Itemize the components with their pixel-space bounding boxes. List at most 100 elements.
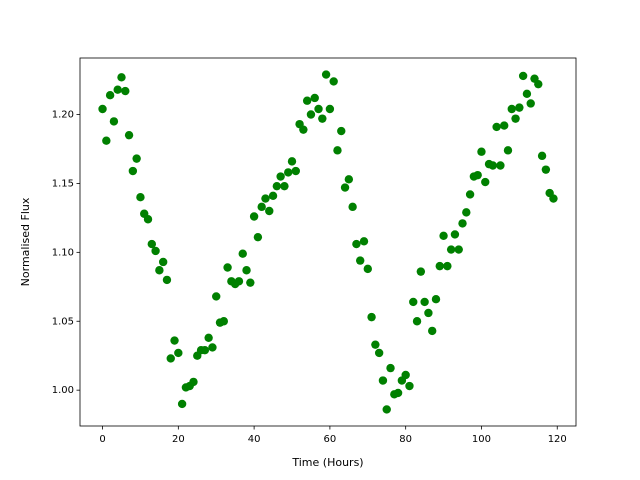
point <box>537 151 547 161</box>
point <box>499 121 509 130</box>
point <box>265 206 274 216</box>
point <box>318 114 327 123</box>
point <box>424 308 433 318</box>
point <box>174 348 183 358</box>
point <box>374 348 384 358</box>
y-tick-label: 1.05 <box>52 316 74 327</box>
point <box>382 405 391 414</box>
point <box>401 370 410 380</box>
point <box>299 125 308 134</box>
point <box>393 388 403 398</box>
point <box>272 181 282 191</box>
point <box>462 208 471 217</box>
point <box>98 104 107 114</box>
point <box>518 71 528 81</box>
point <box>325 104 335 114</box>
point <box>454 245 463 254</box>
point <box>257 202 266 212</box>
point <box>405 381 414 391</box>
point <box>268 191 278 201</box>
point <box>492 122 501 132</box>
point <box>189 377 198 387</box>
y-tick-label: 1.00 <box>52 385 74 396</box>
point <box>431 294 441 304</box>
point <box>511 114 520 123</box>
point <box>481 177 490 187</box>
point <box>105 91 115 100</box>
point <box>409 297 418 307</box>
point <box>284 168 293 177</box>
point <box>386 363 395 373</box>
point <box>522 89 532 99</box>
point <box>367 312 376 322</box>
point <box>348 202 357 212</box>
point <box>534 79 543 89</box>
x-tick-label: 40 <box>248 434 261 445</box>
point <box>147 239 157 249</box>
point <box>329 77 338 86</box>
point <box>287 157 297 166</box>
point <box>128 166 138 176</box>
point <box>541 165 551 174</box>
point <box>503 146 513 155</box>
point <box>234 277 244 286</box>
point <box>344 175 354 184</box>
point <box>507 104 516 114</box>
point <box>378 376 388 385</box>
point <box>352 239 361 249</box>
point <box>302 96 312 105</box>
point <box>200 345 210 355</box>
point <box>526 99 535 108</box>
x-tick-label: 20 <box>172 434 185 445</box>
point <box>340 183 350 192</box>
point <box>276 172 285 181</box>
point <box>204 333 213 342</box>
point <box>477 147 486 156</box>
point <box>371 340 380 349</box>
y-axis-label: Normalised Flux <box>19 197 32 286</box>
point <box>117 73 126 82</box>
point <box>363 264 372 274</box>
x-tick-label: 80 <box>399 434 412 445</box>
x-axis-label: Time (Hours) <box>291 456 363 469</box>
point <box>420 297 429 307</box>
point <box>212 292 221 301</box>
point <box>465 190 475 199</box>
x-tick-label: 100 <box>472 434 491 445</box>
x-tick-label: 0 <box>99 434 105 445</box>
point <box>143 215 153 224</box>
point <box>136 193 145 202</box>
y-tick-label: 1.20 <box>52 110 74 121</box>
y-tick-label: 1.10 <box>52 247 74 258</box>
point <box>496 161 505 170</box>
point <box>321 70 331 79</box>
point <box>280 181 289 191</box>
point <box>124 130 134 140</box>
point <box>219 317 228 326</box>
point <box>242 266 251 275</box>
point <box>121 86 130 96</box>
plot-frame <box>79 57 577 427</box>
point <box>238 249 247 258</box>
point <box>162 275 172 285</box>
point <box>333 146 342 155</box>
point <box>109 117 119 126</box>
point <box>473 170 482 180</box>
point <box>359 237 369 246</box>
point <box>306 110 316 119</box>
point <box>488 161 498 170</box>
point <box>223 263 232 272</box>
point <box>113 85 122 94</box>
point <box>166 354 175 363</box>
point <box>249 212 259 221</box>
point <box>412 317 422 326</box>
point <box>158 257 168 267</box>
point <box>446 245 456 254</box>
point <box>253 232 263 242</box>
point <box>458 219 467 228</box>
point <box>102 136 111 145</box>
x-tick-label: 60 <box>324 434 337 445</box>
point <box>450 230 460 239</box>
